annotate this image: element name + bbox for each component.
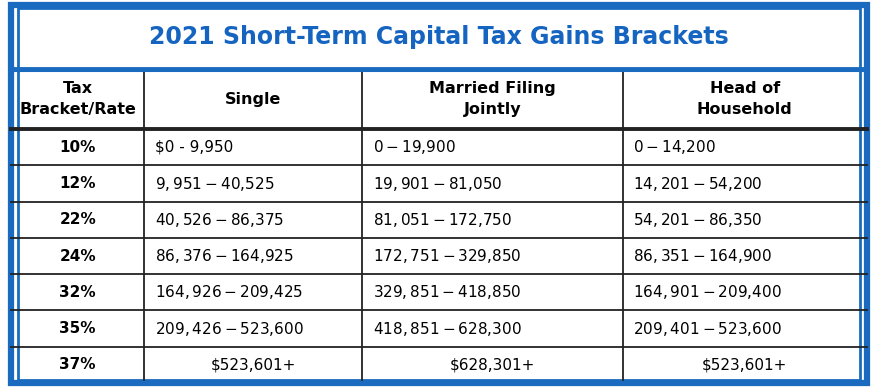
Text: Head of
Household: Head of Household xyxy=(696,81,792,117)
Text: $81,051 - $172,750: $81,051 - $172,750 xyxy=(372,211,511,229)
Text: $209,401 - $523,600: $209,401 - $523,600 xyxy=(632,320,781,338)
Text: $164,901 - $209,400: $164,901 - $209,400 xyxy=(632,283,781,301)
Text: $172,751 - $329,850: $172,751 - $329,850 xyxy=(372,247,520,265)
Text: $9,951- $40,525: $9,951- $40,525 xyxy=(154,175,274,192)
Text: $628,301+: $628,301+ xyxy=(449,357,534,372)
Text: 37%: 37% xyxy=(60,357,96,372)
Text: 10%: 10% xyxy=(60,140,96,155)
Text: $164,926 - $209,425: $164,926 - $209,425 xyxy=(154,283,303,301)
Text: $0 - 9,950: $0 - 9,950 xyxy=(154,140,232,155)
Text: 2021 Short-Term Capital Tax Gains Brackets: 2021 Short-Term Capital Tax Gains Bracke… xyxy=(149,25,728,49)
Text: $0 - $14,200: $0 - $14,200 xyxy=(632,139,716,156)
Text: Tax
Bracket/Rate: Tax Bracket/Rate xyxy=(19,81,136,117)
Text: $86,376 - $164,925: $86,376 - $164,925 xyxy=(154,247,293,265)
Text: 35%: 35% xyxy=(60,321,96,336)
Text: Single: Single xyxy=(225,92,281,107)
Text: $523,601+: $523,601+ xyxy=(702,357,787,372)
Text: $14,201 - $54,200: $14,201 - $54,200 xyxy=(632,175,762,192)
Text: $329,851 - $418,850: $329,851 - $418,850 xyxy=(372,283,520,301)
Text: $209,426 - $523,600: $209,426 - $523,600 xyxy=(154,320,303,338)
Text: $40,526 - $86,375: $40,526 - $86,375 xyxy=(154,211,283,229)
Text: 32%: 32% xyxy=(60,285,96,300)
Text: $86,351 - $164,900: $86,351 - $164,900 xyxy=(632,247,772,265)
Text: $523,601+: $523,601+ xyxy=(210,357,296,372)
Text: $54,201 - $86,350: $54,201 - $86,350 xyxy=(632,211,762,229)
Text: Married Filing
Jointly: Married Filing Jointly xyxy=(429,81,555,117)
Text: $19,901 - $81,050: $19,901 - $81,050 xyxy=(372,175,502,192)
Text: $418,851 - $628,300: $418,851 - $628,300 xyxy=(372,320,521,338)
Text: $0 - $19,900: $0 - $19,900 xyxy=(372,139,455,156)
Text: 22%: 22% xyxy=(60,212,96,227)
Text: 24%: 24% xyxy=(60,249,96,263)
Text: 12%: 12% xyxy=(60,176,96,191)
